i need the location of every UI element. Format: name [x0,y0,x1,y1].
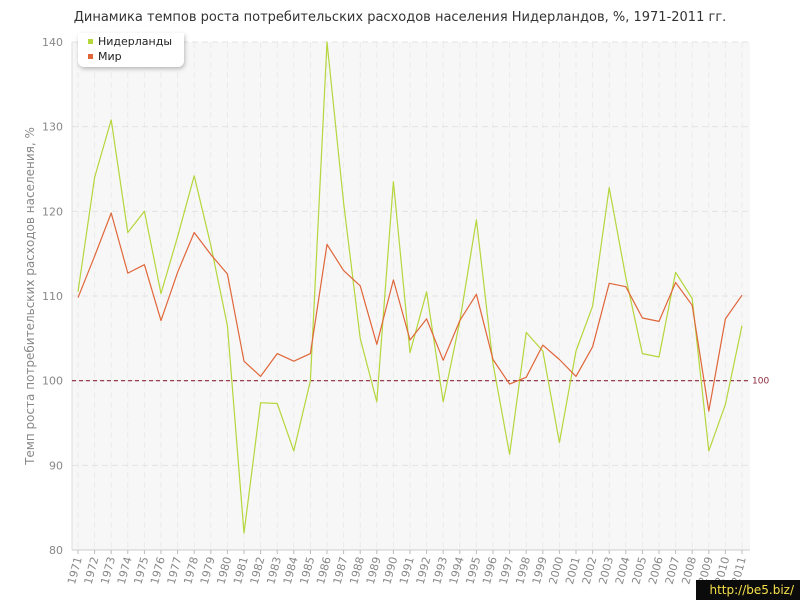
x-axis-ticks: 1971197219731974197519761977197819791980… [65,550,749,586]
series-layer [77,41,743,534]
y-axis-label: Темп роста потребительских расходов насе… [23,127,37,466]
legend-label-world: Мир [98,50,122,63]
legend-swatch-world [88,53,93,59]
legend-swatch-netherlands [88,38,93,44]
watermark-link[interactable]: http://be5.biz/ [696,580,800,600]
legend-item-world[interactable]: Мир [88,50,122,64]
legend-item-netherlands[interactable]: Нидерланды [88,35,172,49]
y-tick-label: 120 [42,205,63,218]
y-tick-label: 80 [49,544,63,557]
y-tick-label: 100 [42,375,63,388]
reference-line: 100 [72,377,769,387]
y-tick-label: 110 [42,290,63,303]
y-tick-label: 140 [42,36,63,49]
reference-line-label: 100 [752,377,769,387]
legend[interactable]: Нидерланды Мир [78,33,184,67]
y-tick-label: 90 [49,459,63,472]
y-tick-label: 130 [42,121,63,134]
series-line-world[interactable] [77,212,743,412]
legend-label-netherlands: Нидерланды [98,35,173,48]
series-line-netherlands[interactable] [77,41,743,534]
chart-title: Динамика темпов роста потребительских ра… [73,10,727,25]
y-axis-ticks: 80 90 100 110 120 130 140 [42,36,63,557]
